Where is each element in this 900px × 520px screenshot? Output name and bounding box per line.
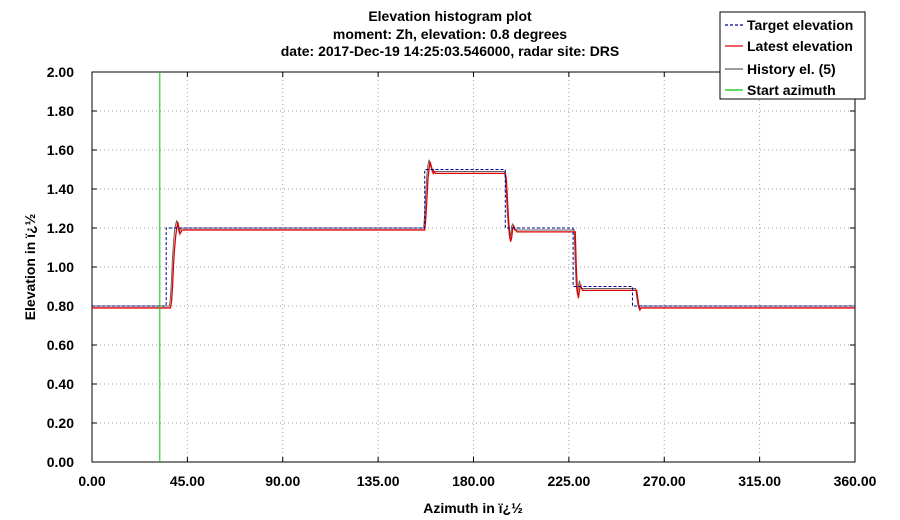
x-tick-label: 315.00 xyxy=(738,473,781,489)
x-tick-label: 270.00 xyxy=(643,473,686,489)
legend-label-history-elevation: History el. (5) xyxy=(747,61,836,77)
y-tick-label: 0.60 xyxy=(47,337,74,353)
x-tick-label: 135.00 xyxy=(357,473,400,489)
y-tick-label: 1.80 xyxy=(47,103,74,119)
x-tick-label: 0.00 xyxy=(78,473,105,489)
series-target-elevation xyxy=(92,169,855,307)
y-tick-label: 0.20 xyxy=(47,415,74,431)
y-axis-label: Elevation in ï¿½ xyxy=(22,213,38,320)
legend-box xyxy=(719,11,866,100)
x-tick-label: 180.00 xyxy=(452,473,495,489)
title-line-1: Elevation histogram plot xyxy=(368,8,532,24)
x-tick-label: 360.00 xyxy=(834,473,877,489)
y-tick-label: 0.00 xyxy=(47,454,74,470)
legend-label-target-elevation: Target elevation xyxy=(747,17,853,33)
x-tick-label: 225.00 xyxy=(547,473,590,489)
series-layer xyxy=(92,72,855,462)
x-axis-label: Azimuth in ï¿½ xyxy=(423,500,523,516)
y-tick-label: 1.20 xyxy=(47,220,74,236)
y-tick-label: 1.60 xyxy=(47,142,74,158)
legend-label-start-azimuth: Start azimuth xyxy=(747,82,836,98)
y-tick-label: 0.40 xyxy=(47,376,74,392)
y-tick-label: 0.80 xyxy=(47,298,74,314)
x-axis-ticks: 0.00 45.00 90.00 135.00 180.00 225.00 270.00 31… xyxy=(78,72,877,489)
grid-lines xyxy=(92,72,855,462)
y-tick-label: 1.40 xyxy=(47,181,74,197)
legend-label-latest-elevation: Latest elevation xyxy=(747,38,853,54)
title-line-2: moment: Zh, elevation: 0.8 degrees xyxy=(333,26,567,42)
series-history-elevation xyxy=(92,159,855,310)
x-tick-label: 90.00 xyxy=(265,473,300,489)
y-tick-label: 1.00 xyxy=(47,259,74,275)
x-tick-label: 45.00 xyxy=(170,473,205,489)
chart-title: Elevation histogram plot moment: Zh, ele… xyxy=(281,8,620,59)
y-tick-label: 2.00 xyxy=(47,64,74,80)
title-line-3: date: 2017-Dec-19 14:25:03.546000, radar… xyxy=(281,43,620,59)
series-latest-elevation xyxy=(92,161,855,312)
y-axis-ticks: 0.00 0.20 0.40 0.60 0.80 1.00 1.20 1.40 1.60 1.80… xyxy=(47,64,855,470)
legend: Target elevation Latest elevation Histor… xyxy=(719,11,866,100)
